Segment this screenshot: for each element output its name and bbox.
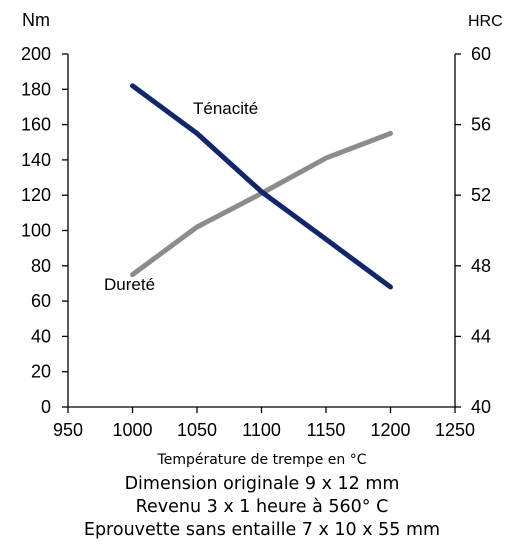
y-right-tick-label: 52 (471, 185, 491, 205)
labels-layer: 950 1000 1050 1100 1150 1200 1250 0 20 40 60 80 100 1… (21, 10, 503, 440)
x-tick-label: 1200 (370, 420, 410, 440)
x-tick-label: 950 (53, 420, 83, 440)
x-tick-label: 1100 (242, 420, 281, 440)
x-axis-title: Température de trempe en °C (157, 452, 367, 468)
x-tick-label: 1250 (435, 420, 475, 440)
y-left-tick-label: 120 (21, 185, 51, 205)
y-left-tick-label: 140 (21, 150, 51, 170)
y-left-tick-label: 80 (31, 256, 51, 276)
y-left-tick-label: 20 (31, 362, 51, 382)
y-left-tick-label: 160 (21, 115, 51, 135)
series-line-tenacite (130, 83, 393, 290)
series-line-durete (130, 130, 393, 278)
y-right-tick-label: 48 (471, 256, 491, 276)
note-specimen: Eprouvette sans entaille 7 x 10 x 55 mm (83, 520, 441, 540)
y-left-axis-title: Nm (22, 10, 50, 30)
y-right-tick-label: 44 (471, 326, 491, 346)
x-tick-label: 1000 (112, 420, 152, 440)
axes (62, 53, 461, 413)
y-left-tick-label: 180 (21, 79, 51, 99)
x-tick-label: 1150 (307, 420, 346, 440)
y-left-tick-label: 40 (31, 326, 51, 346)
y-left-tick-label: 200 (21, 44, 51, 64)
series-label-tenacite: Ténacité (193, 99, 258, 118)
y-left-tick-label: 60 (31, 291, 51, 311)
x-tick-label: 1050 (177, 420, 217, 440)
y-left-tick-label: 0 (41, 397, 51, 417)
y-right-tick-label: 60 (471, 44, 491, 64)
y-right-tick-label: 40 (471, 397, 491, 417)
series-label-durete: Dureté (104, 275, 155, 294)
note-tempering: Revenu 3 x 1 heure à 560° C (135, 497, 389, 517)
note-dimension: Dimension originale 9 x 12 mm (124, 474, 400, 494)
y-right-axis-title: HRC (468, 13, 503, 30)
series-layer (130, 83, 393, 290)
y-right-tick-label: 56 (471, 115, 491, 135)
y-left-tick-label: 100 (21, 221, 51, 241)
